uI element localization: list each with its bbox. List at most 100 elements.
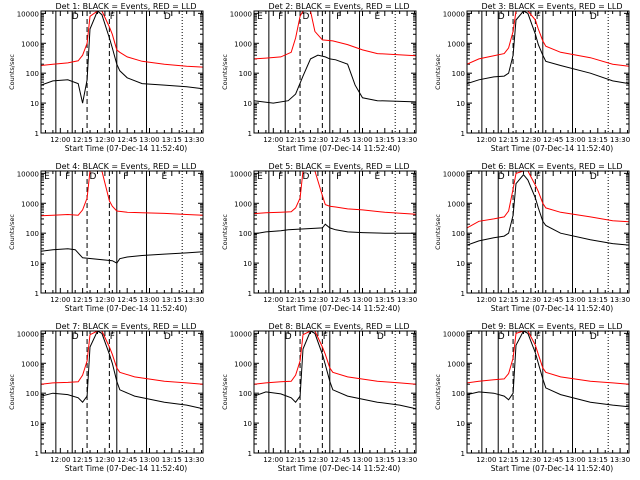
chart-title: Det 9: BLACK = Events, RED = LLD [482, 322, 623, 331]
x-tick-label: 13:30 [397, 296, 417, 304]
y-tick-label: 100 [239, 230, 252, 238]
plot-frame [466, 330, 630, 454]
x-tick-label: 13:30 [184, 456, 204, 464]
x-tick-label: 12:45 [117, 136, 137, 144]
x-tick-label: 13:30 [610, 136, 630, 144]
plot-frame [40, 10, 204, 134]
y-tick-label: 1 [35, 290, 39, 298]
chart-title: Det 2: BLACK = Events, RED = LLD [269, 2, 410, 11]
x-tick-label: 12:45 [330, 456, 350, 464]
plot-frame [466, 170, 630, 294]
x-tick-label: 13:15 [588, 136, 608, 144]
x-tick-label: 12:15 [499, 136, 519, 144]
series-line-lld [467, 331, 629, 385]
y-tick-label: 1 [248, 130, 252, 138]
x-tick-label: 12:15 [286, 456, 306, 464]
x-tick-label: 13:30 [397, 456, 417, 464]
x-tick-label: 13:15 [162, 456, 182, 464]
chart-title: Det 4: BLACK = Events, RED = LLD [56, 162, 197, 171]
y-tick-label: 100 [26, 230, 39, 238]
interval-marker-label: E [257, 172, 263, 182]
x-tick-label: 12:00 [263, 296, 283, 304]
interval-marker-label: D [590, 332, 597, 342]
y-axis-label: Counts/sec [434, 54, 442, 90]
y-axis-label: Counts/sec [221, 214, 229, 250]
y-tick-label: 10 [456, 420, 465, 428]
x-axis-label: Start Time (07-Dec-14 11:52:40) [278, 464, 400, 473]
y-tick-label: 10000 [17, 330, 39, 338]
x-tick-label: 12:30 [521, 136, 541, 144]
x-tick-label: 12:45 [543, 136, 563, 144]
x-tick-label: 12:15 [73, 296, 93, 304]
interval-marker-label: E [375, 172, 381, 182]
x-tick-label: 13:00 [352, 136, 372, 144]
y-tick-label: 10000 [17, 170, 39, 178]
plot-frame [253, 10, 417, 134]
interval-marker-label: F [110, 12, 115, 22]
plot-frame [40, 170, 204, 294]
interval-marker-label: D [498, 172, 505, 182]
interval-marker-label: F [536, 12, 541, 22]
chart-panel-3: 1 10 100 1000 10000 12:00 12:15 12:30 12:45 13:00… [434, 2, 630, 153]
y-tick-label: 100 [26, 70, 39, 78]
series-line-events [467, 331, 629, 408]
series-line-lld [41, 11, 203, 68]
y-axis-label: Counts/sec [8, 54, 16, 90]
chart-title: Det 6: BLACK = Events, RED = LLD [482, 162, 623, 171]
interval-marker-label: D [498, 12, 505, 22]
y-axis-label: Counts/sec [8, 214, 16, 250]
interval-marker-label: D [377, 332, 384, 342]
y-axis-label: Counts/sec [221, 54, 229, 90]
series-line-lld [41, 331, 203, 385]
y-tick-label: 100 [452, 70, 465, 78]
interval-marker-label: D [90, 172, 97, 182]
y-axis-label: Counts/sec [221, 374, 229, 410]
x-tick-label: 13:30 [184, 296, 204, 304]
y-tick-label: 10 [30, 260, 39, 268]
x-tick-label: 13:00 [352, 296, 372, 304]
x-tick-label: 12:30 [308, 296, 328, 304]
y-tick-label: 100 [239, 70, 252, 78]
interval-marker-label: F [323, 332, 328, 342]
interval-marker-label: F [536, 172, 541, 182]
x-tick-label: 12:45 [330, 296, 350, 304]
series-line-lld [254, 171, 416, 215]
y-tick-label: 100 [452, 390, 465, 398]
y-tick-label: 1000 [447, 360, 465, 368]
interval-marker-label: F [336, 12, 341, 22]
series-line-events [41, 11, 203, 104]
y-tick-label: 1 [461, 130, 465, 138]
interval-marker-label: D [303, 12, 310, 22]
y-tick-label: 1 [248, 450, 252, 458]
y-tick-label: 1000 [21, 200, 39, 208]
y-tick-label: 10000 [443, 10, 465, 18]
x-tick-label: 12:00 [50, 456, 70, 464]
series-line-events [254, 331, 416, 410]
chart-panel-8: 1 10 100 1000 10000 12:00 12:15 12:30 12:45 13:00… [221, 322, 417, 473]
series-line-events [254, 54, 416, 104]
x-tick-label: 12:45 [543, 456, 563, 464]
chart-panel-9: 1 10 100 1000 10000 12:00 12:15 12:30 12:45 13:00… [434, 322, 630, 473]
x-tick-label: 13:15 [588, 456, 608, 464]
y-tick-label: 10 [243, 260, 252, 268]
y-tick-label: 10000 [17, 10, 39, 18]
x-tick-label: 12:30 [95, 136, 115, 144]
y-tick-label: 10000 [443, 170, 465, 178]
interval-marker-label: F [123, 172, 128, 182]
plot-frame [253, 170, 417, 294]
series-line-lld [254, 11, 416, 60]
interval-marker-label: D [164, 12, 171, 22]
plot-frame [40, 330, 204, 454]
x-tick-label: 12:00 [263, 456, 283, 464]
x-tick-label: 13:15 [375, 456, 395, 464]
x-axis-label: Start Time (07-Dec-14 11:52:40) [278, 304, 400, 313]
x-tick-label: 12:15 [499, 456, 519, 464]
interval-marker-label: E [375, 12, 381, 22]
x-tick-label: 12:30 [521, 456, 541, 464]
x-tick-label: 12:45 [117, 456, 137, 464]
y-tick-label: 10000 [230, 10, 252, 18]
x-axis-label: Start Time (07-Dec-14 11:52:40) [65, 464, 187, 473]
x-axis-label: Start Time (07-Dec-14 11:52:40) [278, 144, 400, 153]
series-line-events [467, 11, 629, 85]
